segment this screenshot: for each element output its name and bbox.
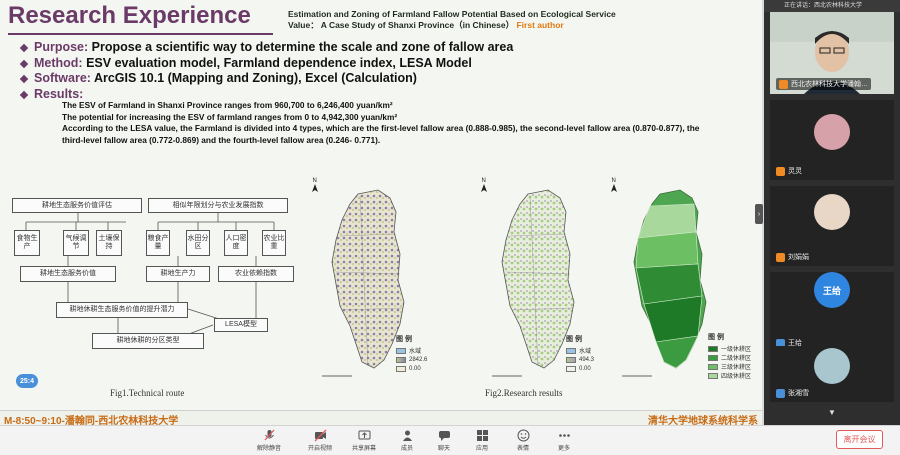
paper-citation: Estimation and Zoning of Farmland Fallow… [288,9,678,31]
flow-box-similarity-index: 相似年限划分与农业发展指数 [148,198,288,213]
flow-box-productivity: 耕地生产力 [146,266,210,282]
participant-tile[interactable]: 张湘雪 [770,346,894,402]
flow-box-climate-regulation: 气候调节 [63,230,89,256]
research-results-maps: N N N [300,176,760,391]
host-department: 清华大学地球系统科学系 [648,416,758,427]
bullet-method: Method: ESV evaluation model, Farmland d… [18,56,748,72]
participant-tile-speaker[interactable]: 西北农林科技大学潘翰… [770,12,894,94]
scroll-down-icon[interactable]: ▼ [828,408,836,417]
result-item: The ESV of Farmland in Shanxi Province r… [62,100,393,110]
unmute-button[interactable]: 解除静音 [252,429,286,455]
participant-name: 西北农林科技大学潘翰… [776,78,871,90]
flow-box-dependence-index: 农业依赖指数 [218,266,294,282]
camera-off-icon [314,429,327,442]
apps-button[interactable]: 应用 [465,429,499,455]
legend-map-c: 图 例 一级休耕区 二级休耕区 三级休耕区 四级休耕区 [708,334,752,380]
leave-meeting-button[interactable]: 离开会议 [836,430,883,449]
flow-box-farmland-esv: 耕地生态服务价值 [20,266,116,282]
flow-box-esv-potential: 耕地休耕生态服务价值的提升潜力 [56,302,188,318]
participant-tile[interactable]: 王给 王给 [770,272,894,352]
svg-text:N: N [313,178,317,184]
flow-box-lesa-model: LESA模型 [214,318,268,332]
meeting-toolbar: 解除静音 开启视频 共享屏幕 成员 聊天 应用 表情 更多 [0,425,900,455]
avatar [814,194,850,230]
user-icon [776,388,785,398]
title-underline [8,33,273,35]
avatar: 王给 [814,272,850,308]
slide-footer: M-8:50~9:10-潘翰同-西北农林科技大学 清华大学地球系统科学系 [0,410,762,427]
more-icon [558,429,571,442]
avatar [814,114,850,150]
user-icon [776,338,785,348]
mic-icon [776,252,785,262]
participant-tile[interactable]: 灵灵 [770,100,894,180]
collapse-panel-icon[interactable]: › [755,204,763,224]
smile-icon [517,429,530,442]
members-icon [401,429,414,442]
bullet-results: Results: [18,87,748,103]
speaking-header: 正在讲话：西北农林科技大学 [764,0,900,12]
paper-title-line1: Estimation and Zoning of Farmland Fallow… [288,9,616,19]
flow-box-grain-output: 粮食产量 [146,230,170,256]
participant-name: 张湘雪 [776,388,809,398]
bullet-software: Software: ArcGIS 10.1 (Mapping and Zonin… [18,71,748,87]
svg-text:N: N [482,178,486,184]
flow-box-esv-evaluation: 耕地生态服务价值评估 [12,198,142,213]
flow-box-paddy-zoning: 水田分区 [186,230,210,256]
result-item: The potential for increasing the ESV of … [62,111,398,122]
share-screen-button[interactable]: 共享屏幕 [347,429,381,455]
chat-icon [438,429,451,442]
flow-box-population-density: 人口密度 [224,230,248,256]
participant-tile[interactable]: 刘娟娟 [770,186,894,266]
legend-map-a: 图 例 水域 2842.6 0.00 [396,336,428,372]
participant-panel: 正在讲话：西北农林科技大学 西北农林科技大学潘翰… 灵灵 刘娟娟 王给 [764,0,900,425]
timer-badge: 25:4 [16,374,38,388]
result-item: According to the LESA value, the Farmlan… [62,123,700,145]
avatar [814,348,850,384]
share-screen-icon [358,429,371,442]
flow-box-food-production: 食物生产 [14,230,40,256]
participant-name: 王给 [776,338,802,348]
members-button[interactable]: 成员 [390,429,424,455]
legend-map-b: 图 例 水域 494.3 0.00 [566,336,595,372]
technical-route-flowchart: 耕地生态服务价值评估 相似年限划分与农业发展指数 食物生产 气候调节 土壤保持 … [8,190,298,355]
paper-author-role: First author [516,20,564,30]
figure2-caption: Fig2.Research results [485,388,563,398]
shared-slide: Research Experience Estimation and Zonin… [0,0,762,425]
participant-name: 灵灵 [776,166,802,176]
figure1-caption: Fig1.Technical route [110,388,185,398]
mic-icon [779,79,788,89]
paper-title-line2: Value： A Case Study of Shanxi Province（i… [288,20,515,30]
bullet-purpose: Purpose: Propose a scientific way to det… [18,40,748,56]
chat-button[interactable]: 聊天 [427,429,461,455]
participant-name: 刘娟娟 [776,252,809,262]
flow-box-soil-retention: 土壤保持 [96,230,122,256]
session-label: M-8:50~9:10-潘翰同-西北农林科技大学 [4,416,179,427]
map-figures: N N N [312,178,707,377]
mic-icon [776,166,785,176]
mic-muted-icon [263,429,276,442]
slide-title: Research Experience [8,2,251,29]
bullet-list: Purpose: Propose a scientific way to det… [18,40,748,102]
svg-text:N: N [612,178,616,184]
flow-box-agriculture-share: 农业比重 [262,230,286,256]
results-list: The ESV of Farmland in Shanxi Province r… [62,100,712,146]
reactions-button[interactable]: 表情 [506,429,540,455]
start-video-button[interactable]: 开启视频 [303,429,337,455]
more-button[interactable]: 更多 [547,429,581,455]
apps-icon [476,429,489,442]
flow-box-zoning-type: 耕地休耕的分区类型 [92,333,204,349]
